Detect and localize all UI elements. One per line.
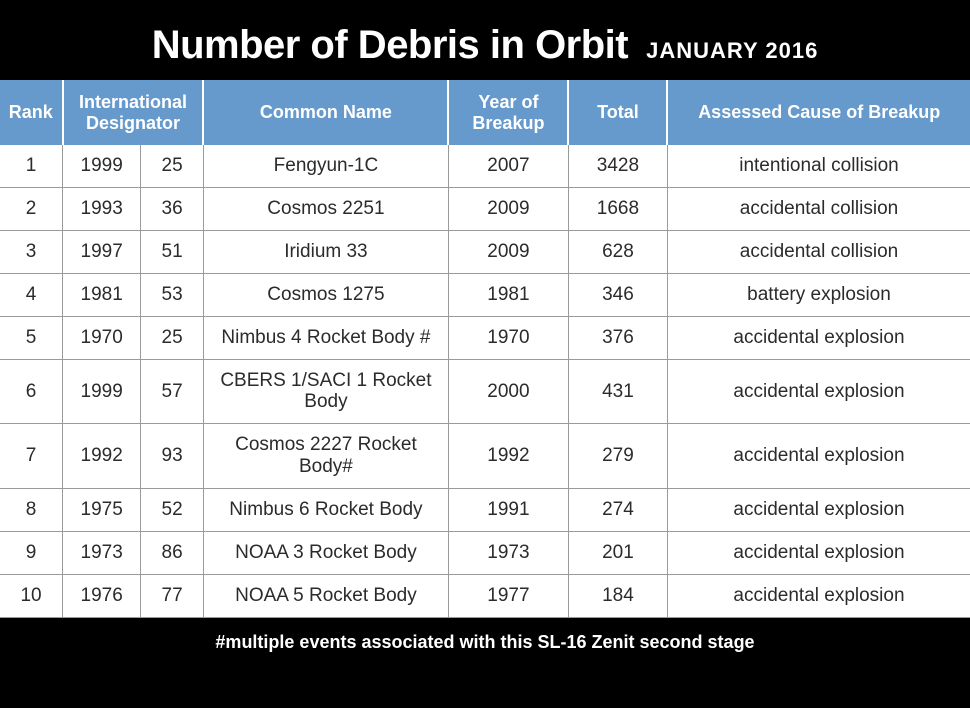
cell-year: 2000 xyxy=(448,359,568,424)
cell-year: 1992 xyxy=(448,424,568,489)
cell-desig-a: 1999 xyxy=(63,145,141,187)
table-row: 1199925Fengyun-1C20073428intentional col… xyxy=(0,145,970,187)
cell-name: NOAA 3 Rocket Body xyxy=(203,531,448,574)
cell-name: Cosmos 2251 xyxy=(203,188,448,231)
title-bar: Number of Debris in Orbit JANUARY 2016 xyxy=(0,0,970,80)
cell-rank: 8 xyxy=(0,488,63,531)
cell-name: Fengyun-1C xyxy=(203,145,448,187)
cell-total: 346 xyxy=(568,273,667,316)
cell-name: Nimbus 6 Rocket Body xyxy=(203,488,448,531)
cell-desig-b: 25 xyxy=(141,145,204,187)
cell-year: 1973 xyxy=(448,531,568,574)
table-row: 7199293Cosmos 2227 Rocket Body#1992279ac… xyxy=(0,424,970,489)
col-common-name: Common Name xyxy=(203,80,448,145)
cell-desig-a: 1975 xyxy=(63,488,141,531)
table-row: 6199957CBERS 1/SACI 1 Rocket Body2000431… xyxy=(0,359,970,424)
table-container: Rank International Designator Common Nam… xyxy=(0,80,970,618)
cell-cause: accidental explosion xyxy=(667,359,970,424)
cell-rank: 1 xyxy=(0,145,63,187)
cell-cause: accidental explosion xyxy=(667,574,970,617)
cell-name: Iridium 33 xyxy=(203,231,448,274)
table-row: 2199336Cosmos 225120091668accidental col… xyxy=(0,188,970,231)
cell-rank: 2 xyxy=(0,188,63,231)
footnote: #multiple events associated with this SL… xyxy=(0,618,970,667)
cell-desig-a: 1981 xyxy=(63,273,141,316)
cell-desig-a: 1970 xyxy=(63,316,141,359)
cell-year: 2009 xyxy=(448,231,568,274)
cell-cause: accidental explosion xyxy=(667,424,970,489)
cell-cause: battery explosion xyxy=(667,273,970,316)
cell-year: 1970 xyxy=(448,316,568,359)
cell-desig-a: 1976 xyxy=(63,574,141,617)
cell-desig-b: 25 xyxy=(141,316,204,359)
col-total: Total xyxy=(568,80,667,145)
cell-cause: accidental explosion xyxy=(667,316,970,359)
cell-name: Cosmos 2227 Rocket Body# xyxy=(203,424,448,489)
cell-cause: accidental explosion xyxy=(667,488,970,531)
page-subtitle: JANUARY 2016 xyxy=(646,38,818,68)
cell-total: 3428 xyxy=(568,145,667,187)
cell-desig-b: 77 xyxy=(141,574,204,617)
cell-desig-b: 53 xyxy=(141,273,204,316)
table-row: 5197025Nimbus 4 Rocket Body #1970376acci… xyxy=(0,316,970,359)
table-row: 3199751Iridium 332009628accidental colli… xyxy=(0,231,970,274)
cell-cause: accidental collision xyxy=(667,231,970,274)
cell-desig-b: 51 xyxy=(141,231,204,274)
cell-name: NOAA 5 Rocket Body xyxy=(203,574,448,617)
col-designator: International Designator xyxy=(63,80,204,145)
cell-year: 2009 xyxy=(448,188,568,231)
cell-rank: 7 xyxy=(0,424,63,489)
debris-table: Rank International Designator Common Nam… xyxy=(0,80,970,618)
cell-total: 279 xyxy=(568,424,667,489)
table-header: Rank International Designator Common Nam… xyxy=(0,80,970,145)
cell-desig-b: 36 xyxy=(141,188,204,231)
cell-total: 1668 xyxy=(568,188,667,231)
cell-year: 2007 xyxy=(448,145,568,187)
cell-rank: 3 xyxy=(0,231,63,274)
cell-desig-b: 93 xyxy=(141,424,204,489)
cell-desig-a: 1993 xyxy=(63,188,141,231)
cell-total: 201 xyxy=(568,531,667,574)
cell-rank: 4 xyxy=(0,273,63,316)
cell-desig-a: 1997 xyxy=(63,231,141,274)
table-row: 9197386NOAA 3 Rocket Body1973201accident… xyxy=(0,531,970,574)
col-year: Year of Breakup xyxy=(448,80,568,145)
cell-total: 628 xyxy=(568,231,667,274)
cell-year: 1991 xyxy=(448,488,568,531)
cell-rank: 5 xyxy=(0,316,63,359)
cell-total: 184 xyxy=(568,574,667,617)
cell-cause: intentional collision xyxy=(667,145,970,187)
col-rank: Rank xyxy=(0,80,63,145)
cell-desig-a: 1992 xyxy=(63,424,141,489)
cell-total: 274 xyxy=(568,488,667,531)
cell-desig-b: 86 xyxy=(141,531,204,574)
cell-year: 1977 xyxy=(448,574,568,617)
col-cause: Assessed Cause of Breakup xyxy=(667,80,970,145)
cell-rank: 9 xyxy=(0,531,63,574)
cell-cause: accidental explosion xyxy=(667,531,970,574)
cell-desig-a: 1999 xyxy=(63,359,141,424)
cell-name: CBERS 1/SACI 1 Rocket Body xyxy=(203,359,448,424)
cell-name: Nimbus 4 Rocket Body # xyxy=(203,316,448,359)
cell-rank: 10 xyxy=(0,574,63,617)
cell-rank: 6 xyxy=(0,359,63,424)
cell-name: Cosmos 1275 xyxy=(203,273,448,316)
table-row: 4198153Cosmos 12751981346battery explosi… xyxy=(0,273,970,316)
cell-year: 1981 xyxy=(448,273,568,316)
cell-desig-a: 1973 xyxy=(63,531,141,574)
table-row: 8197552Nimbus 6 Rocket Body1991274accide… xyxy=(0,488,970,531)
table-body: 1199925Fengyun-1C20073428intentional col… xyxy=(0,145,970,617)
cell-cause: accidental collision xyxy=(667,188,970,231)
cell-desig-b: 52 xyxy=(141,488,204,531)
table-row: 10197677NOAA 5 Rocket Body1977184acciden… xyxy=(0,574,970,617)
cell-total: 431 xyxy=(568,359,667,424)
cell-desig-b: 57 xyxy=(141,359,204,424)
page-title: Number of Debris in Orbit xyxy=(152,23,628,68)
cell-total: 376 xyxy=(568,316,667,359)
